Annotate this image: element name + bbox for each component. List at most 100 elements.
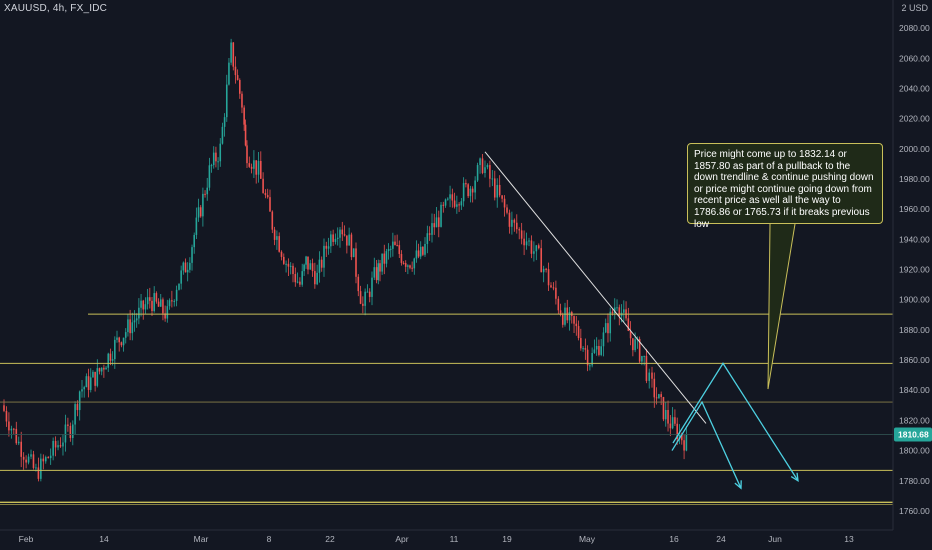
candle-body <box>523 238 525 246</box>
candle-body <box>278 236 280 252</box>
candle-body <box>580 338 582 349</box>
candle-body <box>535 245 538 252</box>
candle-body <box>381 253 383 272</box>
candle-body <box>616 307 618 309</box>
candle-body <box>162 299 164 314</box>
candle-body <box>153 293 155 312</box>
levels-layer <box>0 313 893 505</box>
candle-body <box>417 250 420 257</box>
candle-body <box>582 348 584 350</box>
candle-body <box>74 404 76 425</box>
candle-body <box>613 307 616 314</box>
candle-body <box>135 318 138 321</box>
candle-body <box>660 394 662 398</box>
candle-body <box>15 428 18 444</box>
candle-body <box>303 264 305 272</box>
candle-body <box>178 283 180 290</box>
candle-body <box>296 281 299 283</box>
symbol-title: XAUUSD, 4h, FX_IDC <box>4 3 108 14</box>
candle-body <box>669 423 672 429</box>
candle-body <box>189 262 191 270</box>
candle-body <box>78 391 81 411</box>
candle-body <box>593 349 596 353</box>
x-tick-label: Jun <box>768 534 782 544</box>
candle-body <box>550 285 552 288</box>
candle-body <box>591 352 593 366</box>
y-tick-label: 1960.00 <box>899 204 930 214</box>
candle-body <box>20 441 22 457</box>
y-tick-label: 2040.00 <box>899 83 930 93</box>
x-tick-label: Mar <box>194 534 209 544</box>
candle-body <box>411 267 413 269</box>
y-tick-label: 2060.00 <box>899 53 930 63</box>
candle-body <box>22 456 25 460</box>
candle-body <box>486 165 489 168</box>
candle-body <box>168 300 171 307</box>
candle-body <box>225 84 228 118</box>
candle-body <box>373 267 376 278</box>
candle-body <box>72 424 74 438</box>
candle-body <box>683 440 685 451</box>
x-tick-label: 22 <box>325 534 335 544</box>
candle-body <box>618 307 621 317</box>
candle-body <box>13 428 15 430</box>
annotation-callout[interactable]: Price might come up to 1832.14 or 1857.8… <box>687 143 883 230</box>
x-tick-label: Apr <box>395 534 408 544</box>
candle-body <box>415 250 418 259</box>
candle-body <box>239 79 241 94</box>
candle-body <box>309 263 312 270</box>
candle-body <box>600 346 602 355</box>
candle-body <box>191 247 193 263</box>
candle-body <box>271 211 274 230</box>
candle-body <box>3 405 5 411</box>
candle-body <box>180 270 182 284</box>
candle-body <box>396 245 398 247</box>
candle-body <box>394 241 396 246</box>
candle-body <box>458 204 460 206</box>
y-tick-label: 2000.00 <box>899 144 930 154</box>
candle-body <box>96 368 99 386</box>
candle-body <box>255 160 257 175</box>
candle-body <box>586 349 589 366</box>
candle-body <box>107 353 110 368</box>
candle-body <box>42 458 45 462</box>
candle-body <box>598 346 600 355</box>
candle-body <box>219 143 222 162</box>
y-tick-label: 1880.00 <box>899 325 930 335</box>
candle-body <box>474 180 476 193</box>
candle-body <box>513 219 516 223</box>
candle-body <box>559 310 562 315</box>
candle-body <box>100 367 103 372</box>
candle-body <box>138 307 140 319</box>
candle-body <box>323 245 325 268</box>
candle-body <box>223 117 226 127</box>
projection-arrowhead <box>734 480 742 490</box>
candle-body <box>577 326 580 339</box>
down-trendline <box>484 151 707 424</box>
x-tick-label: May <box>579 534 596 544</box>
candle-body <box>561 314 564 325</box>
candle-body <box>52 440 54 456</box>
candle-body <box>210 165 213 167</box>
candle-body <box>383 253 386 264</box>
candle-body <box>444 199 447 206</box>
candle-body <box>193 234 195 248</box>
candle-body <box>292 265 294 275</box>
candle-body <box>366 291 369 293</box>
candle-body <box>244 124 247 146</box>
callout-pointer <box>767 223 796 390</box>
candle-body <box>232 42 235 67</box>
candle-body <box>269 197 271 212</box>
candle-body <box>339 229 341 238</box>
candle-body <box>114 339 116 360</box>
candle-body <box>155 293 158 302</box>
candle-body <box>294 274 297 283</box>
candle-body <box>166 306 169 319</box>
candle-body <box>400 253 403 263</box>
candle-body <box>540 248 543 273</box>
candle-body <box>40 458 42 479</box>
candle-body <box>341 229 344 235</box>
currency-selector[interactable]: 2 USD <box>901 3 928 13</box>
candle-body <box>557 298 560 311</box>
